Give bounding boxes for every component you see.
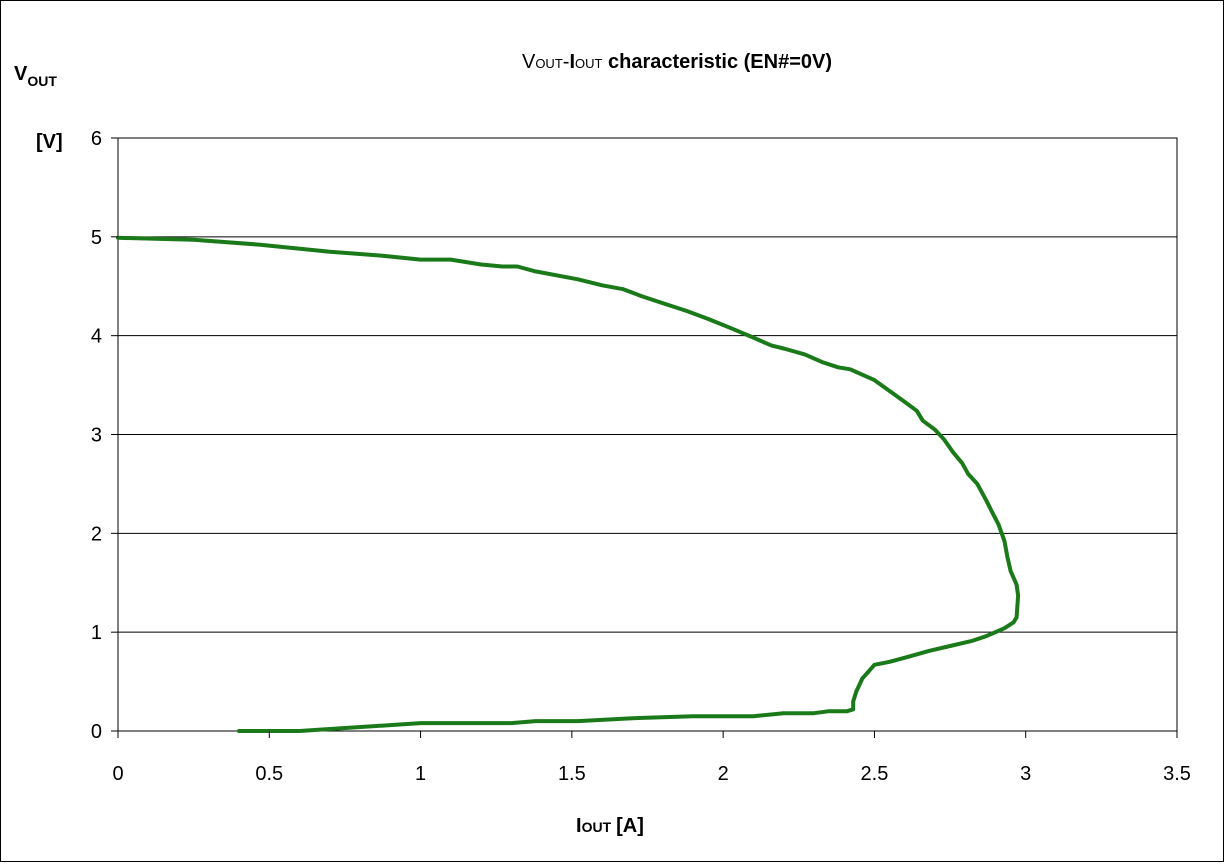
axis-layer: 0 1 2 3 4 5 6 0 0.5 1 1.5 2 2.5 3 3.5 (91, 128, 1191, 785)
y-label-main: V (14, 63, 28, 85)
y-tick-label-4: 4 (91, 326, 102, 348)
y-tick-label-0: 0 (91, 721, 102, 743)
y-label-sub: OUT (27, 73, 57, 89)
x-label-sub: OUT (582, 819, 612, 835)
y-tick-label-2: 2 (91, 523, 102, 545)
title-rest: characteristic (EN#=0V) (602, 51, 832, 73)
plot-layer (116, 235, 1021, 733)
y-tick-label-5: 5 (91, 227, 102, 249)
title-v-sub: OUT (535, 56, 563, 71)
y-axis-label: VOUT (14, 63, 57, 89)
x-tick-label-4: 2 (718, 763, 729, 785)
y-axis-unit: [V] (36, 131, 63, 153)
title-i-sub: OUT (575, 56, 603, 71)
x-tick-label-2: 1 (415, 763, 426, 785)
x-tick-label-6: 3 (1020, 763, 1031, 785)
x-tick-label-7: 3.5 (1163, 763, 1191, 785)
series-line-0 (116, 235, 1021, 733)
title-i: I (569, 51, 575, 73)
y-tick-label-3: 3 (91, 425, 102, 447)
title-dash: - (563, 51, 570, 73)
x-tick-label-5: 2.5 (861, 763, 889, 785)
y-tick-label-6: 6 (91, 128, 102, 150)
x-label-unit: [A] (616, 815, 644, 837)
chart-title: VOUT-IOUT characteristic (EN#=0V) (522, 51, 832, 73)
x-axis-label: IOUT [A] (576, 815, 644, 837)
x-tick-label-1: 0.5 (255, 763, 283, 785)
x-label-main: I (576, 815, 582, 837)
title-v: V (522, 51, 536, 73)
x-tick-label-3: 1.5 (558, 763, 586, 785)
y-tick-label-1: 1 (91, 622, 102, 644)
x-tick-label-0: 0 (112, 763, 123, 785)
